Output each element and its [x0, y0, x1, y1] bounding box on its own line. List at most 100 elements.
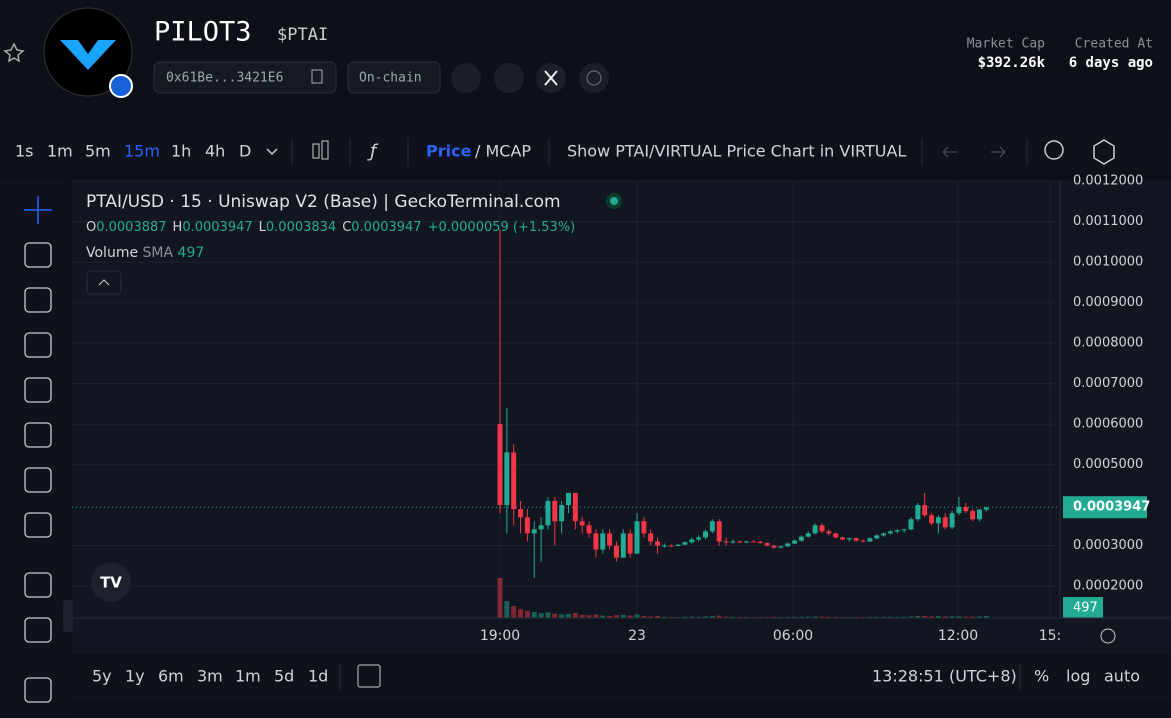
volume-bar: [977, 616, 982, 618]
tool-icon[interactable]: [24, 242, 52, 268]
volume-bar: [504, 601, 510, 618]
candle-body: [634, 521, 640, 554]
redo[interactable]: [991, 146, 1006, 158]
candle-body: [586, 525, 592, 534]
tool-icon[interactable]: [24, 422, 52, 448]
tool-icon[interactable]: [24, 332, 52, 358]
stat-label: Market Cap: [967, 37, 1045, 52]
range-button[interactable]: 5d: [274, 667, 294, 686]
tool-icon[interactable]: [24, 572, 52, 598]
volume-bar: [709, 616, 715, 618]
candle-body: [792, 540, 798, 544]
candle-body: [641, 521, 647, 534]
social-icon[interactable]: [494, 63, 524, 93]
x-tick-label: 06:00: [773, 628, 813, 644]
y-tick-label: 0.0003000: [1073, 538, 1143, 553]
candle-body: [716, 521, 722, 542]
panel-toggle[interactable]: [63, 600, 73, 632]
collapse-button[interactable]: [86, 270, 122, 295]
range-button[interactable]: 3m: [197, 667, 223, 686]
candle-body: [497, 424, 503, 506]
ohlc-value: 0.0003887: [96, 220, 166, 235]
candle-body: [682, 542, 688, 545]
candle-icon[interactable]: [312, 143, 320, 159]
tv-logo[interactable]: [91, 562, 131, 602]
x-tick-label: 15:: [1039, 628, 1062, 644]
candle-body: [730, 541, 736, 543]
scale-option[interactable]: auto: [1104, 667, 1140, 686]
settings-icon[interactable]: [1093, 139, 1115, 165]
copy-icon[interactable]: [311, 69, 323, 84]
undo[interactable]: [942, 146, 957, 158]
tool-icon[interactable]: [24, 617, 52, 643]
tool-icon[interactable]: [24, 377, 52, 403]
candle-body: [846, 538, 852, 540]
tool-icon[interactable]: [24, 467, 52, 493]
range-button[interactable]: 1m: [235, 667, 261, 686]
y-tick-label: 0.0007000: [1073, 376, 1143, 391]
axis-settings[interactable]: [1100, 628, 1116, 644]
toolbar: [0, 128, 1171, 175]
interval[interactable]: 1m: [47, 142, 73, 161]
social-icon[interactable]: [451, 63, 481, 93]
range-button[interactable]: 1y: [125, 667, 145, 686]
scale-option[interactable]: log: [1066, 667, 1090, 686]
interval[interactable]: 1s: [15, 142, 34, 161]
crosshair-tool[interactable]: [24, 196, 52, 224]
date-range-icon[interactable]: [357, 664, 381, 688]
tool-icon[interactable]: [24, 677, 52, 703]
virtual-toggle[interactable]: Show PTAI/VIRTUAL Price Chart in VIRTUAL: [567, 142, 906, 161]
candles: [497, 229, 989, 578]
footer: 5y 1y 6m 3m 1m 5d 1d% log auto: [92, 667, 1140, 686]
y-tick-label: 0.0002000: [1073, 579, 1143, 594]
ohlc-value: 0.0003834: [266, 220, 336, 235]
price-toggle[interactable]: Price: [426, 142, 472, 161]
candle-body: [613, 545, 619, 558]
range-button[interactable]: 6m: [158, 667, 184, 686]
interval[interactable]: 4h: [205, 142, 225, 161]
volume-bar: [901, 616, 907, 618]
candle-body: [689, 539, 695, 543]
interval[interactable]: D: [239, 142, 251, 161]
address-box[interactable]: [153, 61, 337, 94]
volume-bar: [983, 616, 989, 618]
interval[interactable]: 5m: [85, 142, 111, 161]
y-tick-label: 0.0010000: [1073, 255, 1143, 270]
scale-option[interactable]: %: [1034, 667, 1049, 686]
candle-body: [970, 511, 976, 520]
chain-box[interactable]: [347, 61, 441, 94]
range-button[interactable]: 1d: [308, 667, 328, 686]
search-icon[interactable]: [1044, 140, 1064, 160]
fx-icon[interactable]: ƒ: [367, 141, 379, 162]
volume-bar: [963, 616, 969, 618]
range-button[interactable]: 5y: [92, 667, 112, 686]
volume-bar: [545, 612, 551, 618]
chevron: [98, 279, 110, 286]
mcap-toggle[interactable]: / MCAP: [475, 142, 531, 161]
dropdown[interactable]: [266, 148, 278, 156]
star-icon[interactable]: [3, 42, 25, 63]
drawing-toolbar: [0, 180, 70, 718]
ohlc-key: H: [173, 220, 183, 235]
tool-icon[interactable]: [24, 512, 52, 538]
candle-body: [840, 537, 845, 540]
interval[interactable]: 1h: [171, 142, 191, 161]
interval[interactable]: 15m: [124, 142, 160, 161]
volume-label: Volume: [86, 245, 138, 261]
ohlc-value: 0.0003947: [351, 220, 421, 235]
volume-bar: [819, 616, 825, 618]
volume-bar: [607, 616, 613, 618]
tool-icon[interactable]: [24, 287, 52, 313]
volume-bar: [641, 616, 647, 618]
volume-bar: [613, 615, 619, 618]
volume-bar: [634, 614, 640, 618]
clock: 13:28:51 (UTC+8): [872, 667, 1017, 686]
volume-bar: [730, 616, 736, 618]
token-ticker: $PTAI: [277, 25, 328, 45]
web-icon[interactable]: [579, 63, 609, 93]
volume-bar: [572, 612, 578, 618]
sma-value: 497: [178, 245, 205, 261]
volume-bar: [552, 613, 558, 618]
